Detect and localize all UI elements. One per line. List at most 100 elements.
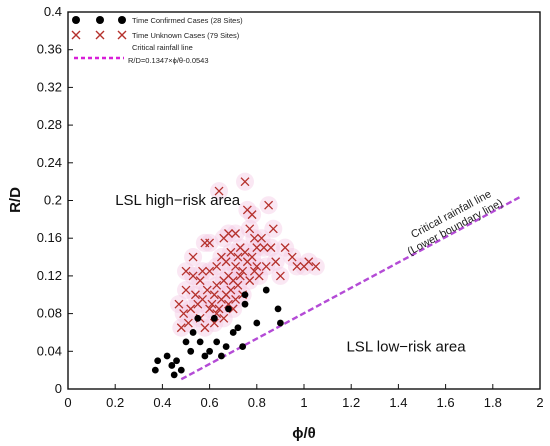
cross-point (205, 304, 215, 314)
y-tick-label: 0.32 (37, 79, 62, 94)
dot-point (163, 352, 171, 360)
cross-point (190, 290, 200, 300)
x-tick-label: 0 (64, 395, 71, 410)
cross-point (280, 243, 290, 253)
cross-point (202, 285, 212, 295)
cross-point (188, 271, 198, 281)
cross-point (264, 200, 274, 210)
dot-point (229, 329, 237, 336)
cross-point (231, 295, 241, 304)
legend-label-confirmed: Time Confirmed Cases (28 Sites) (132, 16, 243, 25)
dot-point (218, 352, 225, 360)
legend-dot-markers (72, 16, 126, 24)
dot-point (201, 352, 209, 360)
x-axis-title: ϕ/θ (292, 425, 316, 442)
y-tick-label: 0.36 (37, 42, 62, 57)
x-tick-label: 1.6 (437, 395, 455, 410)
cross-point (275, 271, 285, 281)
cross-point (212, 262, 222, 271)
series-time-unknown (174, 177, 321, 333)
cross-point (233, 252, 243, 262)
dot-point (187, 347, 195, 355)
cross-point (186, 304, 196, 314)
cross-point (209, 290, 219, 300)
dot-point (274, 305, 282, 313)
dot-point (253, 319, 261, 327)
y-tick-label: 0.24 (37, 155, 62, 170)
cross-point (198, 295, 207, 304)
dot-point (213, 338, 221, 346)
dot-point (262, 286, 270, 294)
dot-point (168, 362, 176, 369)
dot-point (206, 347, 214, 355)
dot-point (154, 357, 162, 365)
cross-point (214, 304, 224, 314)
y-tick-label: 0.2 (44, 193, 62, 208)
cross-point (247, 252, 257, 262)
y-axis-ticks: 0 0.04 0.08 0.12 0.16 0.2 0.24 0.28 0.32 0.36 0.4 (37, 4, 73, 396)
cross-point (249, 233, 259, 243)
cross-point (287, 252, 297, 262)
y-tick-label: 0.08 (37, 306, 62, 321)
cross-point (183, 318, 193, 328)
dot-point (173, 357, 180, 365)
cross-point (292, 262, 302, 271)
cross-point (257, 233, 266, 243)
dot-point (177, 366, 185, 374)
cross-point (214, 186, 224, 196)
cross-point (271, 257, 281, 267)
x-tick-label: 1 (300, 395, 307, 410)
cross-point (226, 247, 236, 257)
cross-point (231, 262, 241, 271)
dot-point (241, 300, 249, 308)
cross-point (268, 224, 278, 234)
cross-point (212, 280, 222, 290)
cross-point (231, 229, 241, 238)
cross-point (174, 299, 184, 309)
cross-point (233, 280, 243, 290)
cross-point (238, 266, 248, 276)
cross-point (240, 177, 250, 187)
legend-equation: R/D=0.1347×ϕ/θ-0.0543 (128, 56, 209, 65)
dot-point (225, 305, 232, 313)
x-tick-label: 0.2 (106, 395, 124, 410)
legend-cross-markers (71, 30, 127, 40)
legend-label-unknown: Time Unknown Cases (79 Sites) (132, 31, 240, 40)
x-tick-label: 1.4 (389, 395, 407, 410)
cross-point (311, 262, 321, 271)
dot-point (241, 291, 249, 299)
cross-point (221, 257, 231, 267)
cross-point (205, 238, 215, 248)
dot-point (151, 366, 159, 374)
x-tick-label: 1.8 (484, 395, 502, 410)
legend: Time Confirmed Cases (28 Sites) Time Unk… (71, 16, 243, 65)
cross-point (198, 266, 207, 276)
cross-point (247, 210, 257, 220)
cross-point (254, 271, 264, 281)
dot-point (182, 338, 190, 346)
x-tick-label: 0.8 (248, 395, 266, 410)
y-tick-label: 0.4 (44, 4, 62, 19)
dot-point (239, 343, 247, 350)
cross-point (224, 229, 233, 238)
dot-point (170, 371, 178, 379)
annotation-low-risk: LSL low−risk area (346, 338, 466, 355)
y-tick-label: 0.04 (37, 343, 62, 358)
dot-point (189, 329, 197, 336)
cross-point (240, 247, 250, 257)
cross-point (261, 262, 271, 271)
dot-point (194, 314, 202, 322)
cross-point (259, 243, 269, 253)
x-tick-label: 0.4 (153, 395, 171, 410)
cross-point (181, 266, 191, 276)
dot-point (210, 314, 218, 322)
annotation-high-risk: LSL high−risk area (115, 192, 241, 209)
cross-point (245, 224, 255, 234)
cross-point (219, 313, 229, 323)
dot-point (222, 343, 230, 350)
x-tick-label: 0.6 (201, 395, 219, 410)
cross-point (205, 266, 215, 276)
dot-point (234, 324, 242, 332)
y-tick-label: 0.12 (37, 268, 62, 283)
